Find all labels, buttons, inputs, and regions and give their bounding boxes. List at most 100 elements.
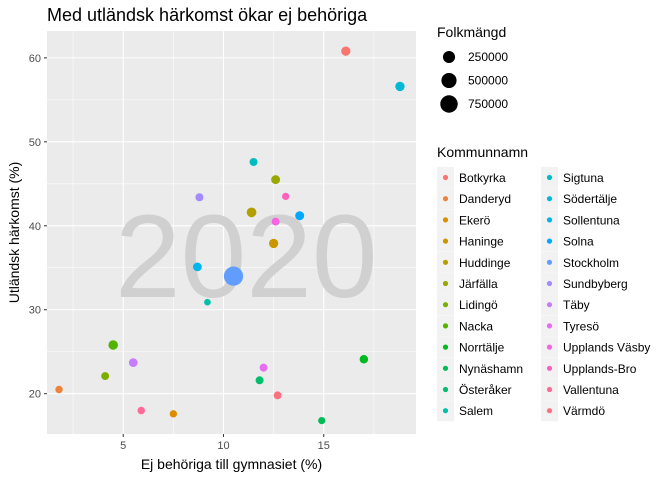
data-point [273, 391, 282, 400]
data-point [108, 340, 118, 350]
color-legend-label: Nynäshamn [459, 362, 523, 376]
size-legend-key [441, 72, 457, 89]
color-legend-dot [442, 386, 449, 393]
color-legend-dot [546, 280, 553, 287]
size-legend-title: Folkmängd [437, 24, 506, 40]
color-legend-dot [442, 344, 449, 350]
y-tick-label: 20 [29, 389, 41, 401]
color-legend-label: Botkyrka [459, 171, 506, 185]
color-legend-label: Danderyd [459, 192, 511, 206]
y-tick-label: 50 [29, 137, 41, 149]
y-tick-label: 60 [29, 53, 41, 65]
data-point [246, 207, 257, 218]
data-point [193, 262, 202, 272]
x-axis-ticks: 5 10 15 [120, 434, 330, 452]
color-legend-label: Värmdö [563, 404, 605, 418]
size-legend: 250000 500000 750000 [440, 50, 508, 113]
data-point [271, 217, 280, 226]
y-axis-title: Utländsk härkomst (%) [6, 162, 22, 304]
data-point [318, 416, 326, 425]
data-point [395, 81, 405, 92]
data-point [204, 298, 211, 306]
x-axis-title: Ej behöriga till gymnasiet (%) [141, 456, 322, 472]
color-legend-label: Ekerö [459, 213, 491, 227]
color-legend-dot [442, 174, 449, 181]
data-point [101, 372, 110, 381]
color-legend-label: Järfälla [459, 277, 498, 291]
color-legend-label: Södertälje [563, 192, 617, 206]
y-tick-label: 30 [29, 305, 41, 317]
color-legend-label: Sundbyberg [563, 277, 628, 291]
size-legend-label: 250000 [468, 50, 508, 64]
color-legend-label: Sollentuna [563, 213, 620, 227]
color-legend-label: Stockholm [563, 256, 619, 270]
data-point [341, 46, 351, 56]
data-point [259, 363, 268, 372]
color-legend-dot [546, 365, 553, 371]
data-point [55, 385, 63, 394]
color-legend-dot [546, 196, 553, 202]
color-legend-dot [546, 344, 553, 350]
data-point [295, 211, 305, 221]
color-legend-label: Norrtälje [459, 341, 505, 355]
color-legend-label: Upplands Väsby [563, 341, 650, 355]
color-legend-label: Lidingö [459, 298, 498, 312]
data-point [169, 410, 178, 418]
plot-panel [47, 31, 416, 434]
color-legend-dot [442, 365, 449, 371]
color-legend-label: Österåker [459, 383, 512, 397]
color-legend-label: Upplands-Bro [563, 362, 637, 376]
data-point [282, 192, 290, 201]
year-watermark: 2020 [115, 191, 378, 323]
color-legend-dot [442, 280, 449, 287]
data-point [128, 358, 138, 368]
x-tick-label: 5 [120, 440, 126, 452]
size-legend-label: 750000 [468, 97, 508, 111]
color-legend-label: Tyresö [563, 319, 599, 333]
size-legend-label: 500000 [468, 74, 508, 88]
color-legend-dot [546, 238, 553, 244]
y-tick-label: 40 [29, 221, 41, 233]
x-tick-label: 15 [318, 440, 330, 452]
color-legend-title: Kommunnamn [437, 144, 528, 160]
color-legend-dot [546, 259, 553, 265]
data-point [271, 175, 281, 185]
points [55, 46, 405, 425]
color-legend-dot [442, 238, 449, 244]
y-axis-ticks: 20 30 40 50 60 [29, 53, 47, 401]
size-legend-key [440, 95, 458, 113]
color-legend-dot [546, 408, 553, 414]
color-legend-dot [442, 408, 449, 414]
data-point [195, 193, 204, 202]
size-legend-key [442, 50, 456, 64]
color-legend-dot [546, 386, 553, 393]
data-point [359, 355, 369, 364]
x-tick-label: 10 [217, 440, 229, 452]
color-legend-label: Nacka [459, 319, 493, 333]
color-legend-label: Vallentuna [563, 383, 619, 397]
color-legend-label: Salem [459, 404, 493, 418]
color-legend-dot [546, 174, 553, 181]
color-legend-dot [546, 323, 553, 329]
color-legend-dot [546, 302, 553, 308]
color-legend-dot [442, 302, 449, 308]
data-point [255, 376, 264, 385]
color-legend: Botkyrka Danderyd Ekerö Haninge Huddinge Järf… [437, 167, 650, 422]
color-legend-label: Huddinge [459, 256, 511, 270]
data-point [268, 238, 279, 249]
data-point [137, 406, 146, 415]
data-point [223, 266, 244, 286]
color-legend-dot [546, 217, 553, 223]
color-legend-dot [442, 217, 449, 223]
color-legend-label: Solna [563, 235, 594, 249]
color-legend-dot [442, 259, 449, 265]
color-legend-dot [442, 196, 449, 202]
grid-major [47, 31, 416, 434]
chart-title: Med utländsk härkomst ökar ej behöriga [47, 5, 368, 25]
color-legend-label: Haninge [459, 235, 504, 249]
data-point [249, 157, 258, 166]
color-legend-label: Täby [563, 298, 590, 312]
color-legend-label: Sigtuna [563, 171, 604, 185]
color-legend-dot [442, 323, 449, 329]
